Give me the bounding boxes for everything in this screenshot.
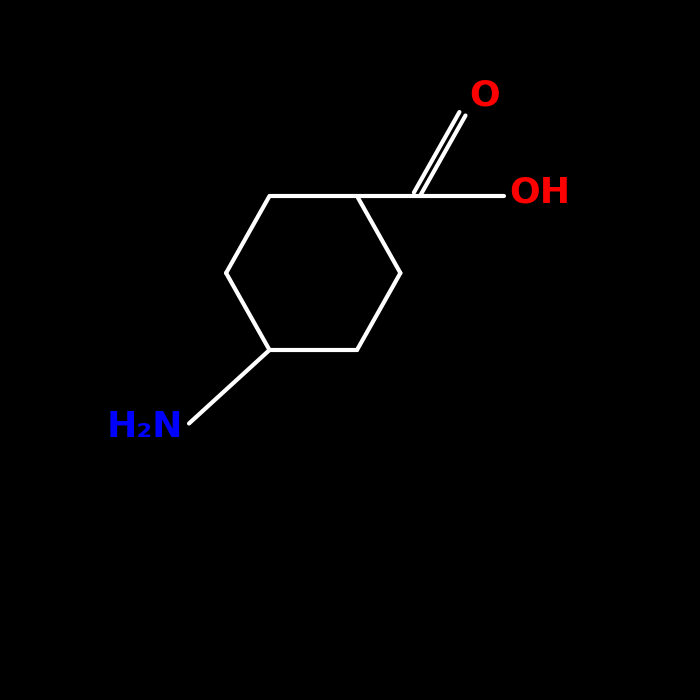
Text: OH: OH: [510, 176, 570, 209]
Text: H₂N: H₂N: [107, 410, 183, 444]
Text: O: O: [469, 78, 500, 112]
